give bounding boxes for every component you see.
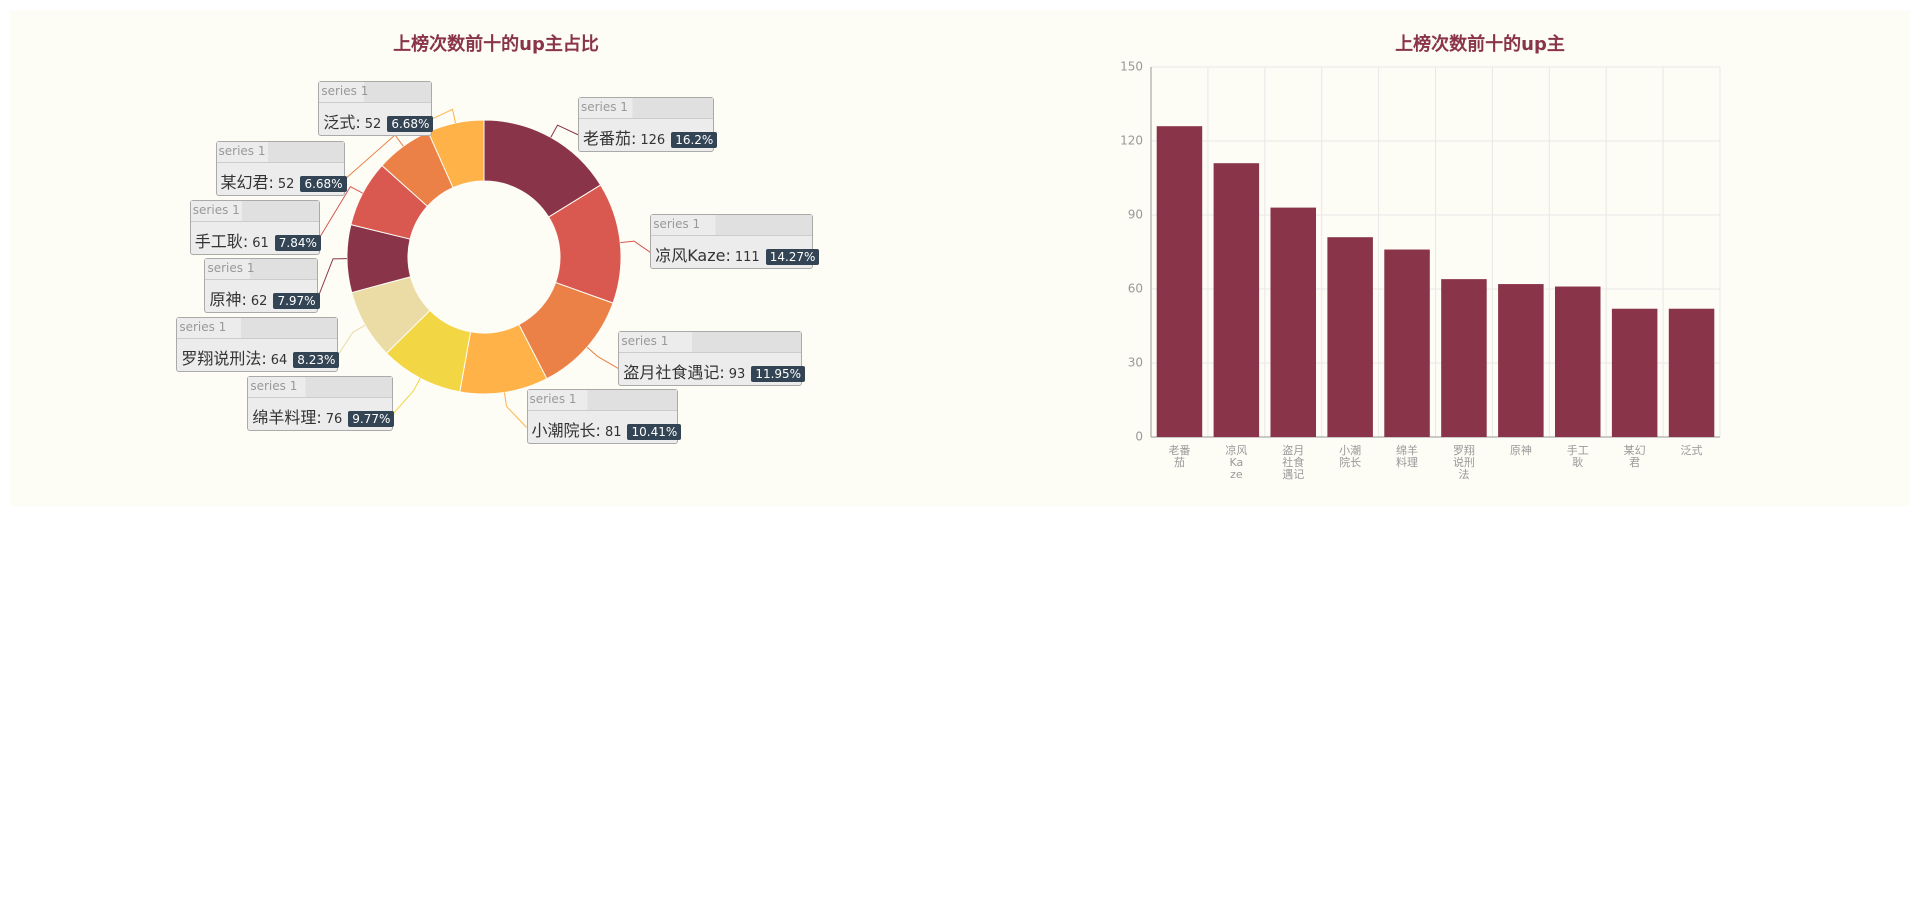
- series-name: series 1: [250, 378, 298, 393]
- x-tick-label: 原神: [1510, 443, 1532, 457]
- percent-label: 8.23%: [293, 352, 340, 369]
- percent-label: 6.68%: [300, 175, 347, 192]
- x-tick-label: 老番茄: [1168, 444, 1190, 469]
- value-label: 81: [604, 425, 622, 441]
- bar: [1498, 284, 1544, 437]
- x-tick-label: 泛式: [1681, 444, 1703, 457]
- bar: [1441, 279, 1487, 437]
- data-label: series 1 泛式52 6.68%: [318, 80, 434, 136]
- percent-label: 16.2%: [671, 131, 718, 148]
- bar: [1270, 207, 1317, 437]
- series-name: series 1: [529, 392, 577, 407]
- leader-line: [317, 258, 348, 297]
- series-name: series 1: [653, 217, 701, 232]
- data-label: series 1 凉风Kaze111 14.27%: [650, 214, 820, 270]
- x-tick-label: 罗翔说刑法: [1453, 443, 1475, 481]
- category-label: 凉风Kaze: [655, 246, 731, 265]
- y-tick-label: 150: [1120, 60, 1143, 74]
- data-label: series 1 老番茄126 16.2%: [577, 96, 718, 152]
- bar: [1384, 249, 1430, 437]
- value-label: 52: [277, 176, 295, 192]
- x-tick-label: 盗月社食遇记: [1282, 444, 1304, 481]
- bar: [1554, 286, 1601, 437]
- value-label: 93: [728, 366, 746, 382]
- y-tick-label: 60: [1128, 282, 1143, 296]
- percent-label: 6.68%: [387, 115, 434, 132]
- bar: [1327, 237, 1373, 437]
- value-label: 62: [250, 294, 268, 310]
- data-label: series 1 小潮院长81 10.41%: [526, 389, 682, 445]
- y-tick-label: 0: [1135, 430, 1143, 444]
- leader-line: [550, 124, 579, 138]
- leader-line: [432, 108, 456, 124]
- category-label: 原神: [209, 290, 246, 309]
- series-name: series 1: [207, 261, 255, 276]
- series-name: series 1: [218, 143, 266, 158]
- category-label: 小潮院长: [532, 421, 601, 440]
- value-label: 76: [325, 411, 343, 427]
- category-label: 盗月社食遇记: [623, 363, 724, 382]
- category-label: 某幻君: [221, 173, 274, 192]
- category-label: 绵羊料理: [252, 408, 321, 427]
- value-label: 61: [252, 235, 269, 251]
- category-label: 罗翔说刑法: [181, 349, 266, 368]
- y-tick-label: 30: [1128, 356, 1143, 370]
- x-tick-label: 凉风 Ka ze: [1225, 443, 1247, 481]
- chart-title: 上榜次数前十的up主占比: [393, 33, 599, 55]
- series-name: series 1: [580, 99, 628, 114]
- data-label: series 1 罗翔说刑法64 8.23%: [176, 317, 340, 373]
- bar: [1156, 126, 1203, 437]
- data-label: series 1 原神62 7.97%: [204, 258, 320, 314]
- value-label: 111: [734, 250, 760, 266]
- percent-label: 10.41%: [627, 424, 682, 441]
- x-tick-label: 某幻君: [1624, 444, 1646, 469]
- category-label: 老番茄: [583, 129, 636, 148]
- value-label: 126: [640, 132, 666, 148]
- bar: [1213, 163, 1260, 437]
- data-label: series 1 盗月社食遇记93 11.95%: [618, 330, 806, 386]
- percent-label: 11.95%: [751, 365, 806, 382]
- leader-line: [319, 185, 364, 238]
- percent-label: 14.27%: [765, 249, 820, 266]
- x-tick-label: 小潮院长: [1339, 443, 1361, 469]
- value-label: 64: [270, 353, 288, 369]
- leader-line: [337, 324, 366, 356]
- leader-line: [586, 346, 619, 370]
- percent-label: 7.97%: [273, 293, 320, 310]
- series-name: series 1: [621, 333, 669, 348]
- y-tick-label: 90: [1128, 208, 1143, 222]
- bar: [1611, 308, 1658, 437]
- series-name: series 1: [321, 83, 369, 98]
- bar: [1668, 308, 1715, 437]
- leader-line: [392, 377, 421, 415]
- series-name: series 1: [179, 320, 227, 335]
- value-label: 52: [364, 116, 382, 132]
- category-label: 泛式: [323, 113, 360, 132]
- percent-label: 7.84%: [274, 234, 321, 251]
- x-tick-label: 手工耿: [1567, 443, 1589, 469]
- x-tick-label: 绵羊料理: [1396, 443, 1418, 469]
- leader-line: [620, 240, 651, 253]
- chart-title: 上榜次数前十的up主: [1395, 33, 1565, 55]
- data-label: series 1 某幻君52 6.68%: [215, 140, 347, 196]
- y-tick-label: 120: [1120, 134, 1143, 148]
- series-name: series 1: [192, 202, 240, 217]
- percent-label: 9.77%: [348, 410, 395, 427]
- data-label: series 1 手工耿61 7.84%: [189, 199, 321, 255]
- category-label: 手工耿: [195, 232, 248, 251]
- leader-line: [503, 392, 527, 428]
- pie-slice: [427, 119, 485, 189]
- data-label: series 1 绵羊料理76 9.77%: [247, 375, 395, 431]
